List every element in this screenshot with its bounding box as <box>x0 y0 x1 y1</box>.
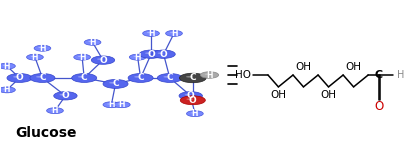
Ellipse shape <box>107 103 111 105</box>
Circle shape <box>34 45 51 51</box>
Circle shape <box>179 73 206 83</box>
Circle shape <box>84 39 101 45</box>
Text: OH: OH <box>295 62 311 72</box>
Ellipse shape <box>38 47 43 48</box>
Ellipse shape <box>145 52 151 54</box>
Text: O: O <box>62 91 69 100</box>
Text: H: H <box>4 85 10 94</box>
Circle shape <box>74 54 91 60</box>
Text: H: H <box>4 62 10 71</box>
Ellipse shape <box>59 94 65 96</box>
Text: C: C <box>189 74 196 82</box>
Text: C: C <box>39 74 46 82</box>
Circle shape <box>200 72 219 78</box>
Circle shape <box>0 63 16 69</box>
Circle shape <box>72 74 97 82</box>
Circle shape <box>103 80 128 88</box>
Text: H: H <box>89 38 96 47</box>
Text: H: H <box>171 29 177 38</box>
Ellipse shape <box>109 82 116 84</box>
Text: OH: OH <box>321 90 336 100</box>
Circle shape <box>30 74 55 82</box>
Ellipse shape <box>191 112 195 113</box>
Circle shape <box>128 74 153 82</box>
Circle shape <box>152 50 175 58</box>
Ellipse shape <box>186 98 193 100</box>
Circle shape <box>180 96 205 105</box>
Circle shape <box>26 54 43 60</box>
Ellipse shape <box>36 76 43 78</box>
Circle shape <box>7 74 32 82</box>
Ellipse shape <box>3 89 7 90</box>
Circle shape <box>114 102 130 108</box>
Text: C: C <box>166 74 173 82</box>
Text: OH: OH <box>346 62 362 72</box>
Ellipse shape <box>78 56 82 57</box>
Text: H: H <box>108 100 115 109</box>
Circle shape <box>186 111 203 117</box>
Ellipse shape <box>134 76 141 78</box>
Text: Glucose: Glucose <box>15 126 77 140</box>
Text: O: O <box>187 91 194 100</box>
Text: C: C <box>375 70 383 80</box>
Ellipse shape <box>31 56 35 57</box>
Circle shape <box>179 92 202 100</box>
Text: OH: OH <box>270 90 287 100</box>
Circle shape <box>140 50 163 58</box>
Ellipse shape <box>13 76 20 78</box>
Ellipse shape <box>88 41 93 42</box>
Text: H: H <box>148 29 154 38</box>
Circle shape <box>103 102 120 108</box>
Ellipse shape <box>158 52 164 54</box>
Text: H: H <box>206 70 213 80</box>
Ellipse shape <box>147 32 151 33</box>
Text: H: H <box>134 53 141 62</box>
Text: O: O <box>147 50 155 59</box>
Text: O: O <box>99 56 107 65</box>
Ellipse shape <box>117 103 122 105</box>
Ellipse shape <box>97 58 103 60</box>
Circle shape <box>54 92 77 100</box>
Ellipse shape <box>186 76 193 78</box>
Text: H: H <box>191 109 198 118</box>
Ellipse shape <box>185 94 191 96</box>
Ellipse shape <box>163 76 170 78</box>
Circle shape <box>91 56 115 64</box>
Text: O: O <box>160 50 168 59</box>
Circle shape <box>166 30 182 36</box>
Circle shape <box>143 30 159 36</box>
Ellipse shape <box>51 109 55 110</box>
Text: H: H <box>119 100 125 109</box>
Circle shape <box>47 108 63 114</box>
Text: O: O <box>16 74 23 82</box>
Circle shape <box>129 54 146 60</box>
Text: C: C <box>112 79 119 88</box>
Text: H: H <box>32 53 38 62</box>
Text: H: H <box>397 70 404 80</box>
Ellipse shape <box>3 65 7 66</box>
Text: O: O <box>189 96 197 105</box>
Ellipse shape <box>205 74 210 75</box>
Text: H: H <box>52 106 58 115</box>
Text: C: C <box>81 74 88 82</box>
Ellipse shape <box>133 56 138 57</box>
Text: H: H <box>79 53 85 62</box>
Circle shape <box>157 74 182 82</box>
Text: O: O <box>374 100 383 113</box>
Ellipse shape <box>78 76 84 78</box>
Text: HO: HO <box>235 70 251 80</box>
Circle shape <box>0 87 16 93</box>
Text: H: H <box>39 44 46 53</box>
Text: C: C <box>137 74 144 82</box>
Ellipse shape <box>170 32 174 33</box>
